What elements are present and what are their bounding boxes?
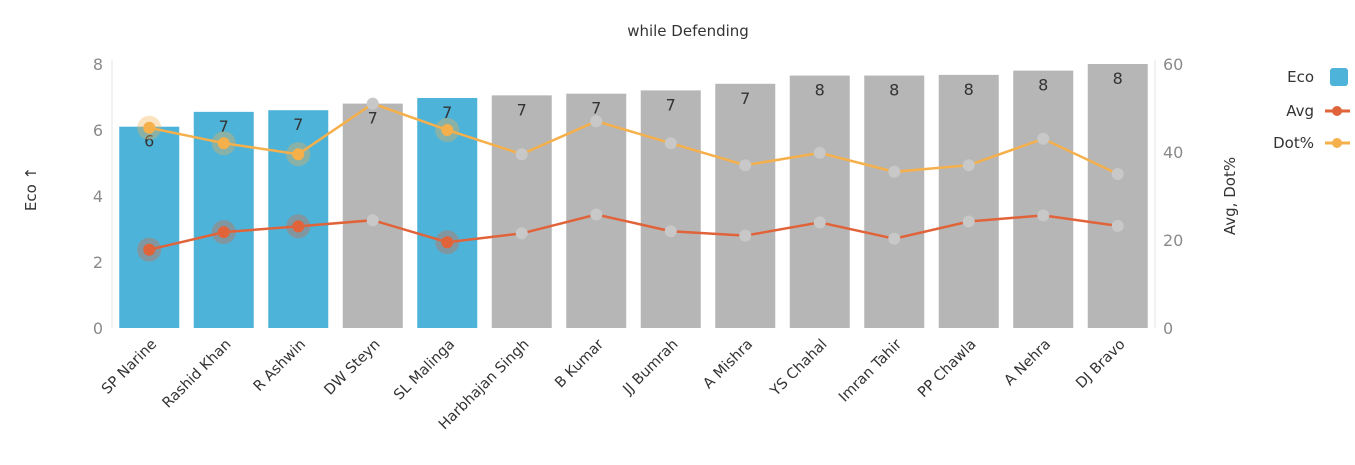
eco-data-label: 7 [293,115,303,134]
eco-bar[interactable] [119,126,180,328]
eco-bar[interactable] [938,74,999,328]
eco-bar[interactable] [640,90,701,329]
dot-point[interactable] [217,137,230,150]
dot-point[interactable] [590,115,603,128]
y-tick-label-right: 60 [1163,55,1183,74]
y-tick-label-left: 2 [93,253,103,272]
avg-point[interactable] [292,220,305,233]
eco-data-label: 8 [1038,76,1048,95]
avg-point[interactable] [217,226,230,239]
avg-point[interactable] [590,208,603,221]
eco-bar[interactable] [1013,70,1074,328]
x-category-label: A Nehra [1002,337,1055,390]
eco-data-label: 7 [219,117,229,136]
eco-data-label: 7 [740,89,750,108]
eco-bar[interactable] [715,83,776,328]
eco-bar[interactable] [491,95,552,328]
eco-data-label: 7 [517,100,527,119]
legend-swatch-avg-dot [1332,106,1342,116]
dot-point[interactable] [366,97,379,110]
eco-data-label: 7 [368,109,378,128]
dot-point[interactable] [292,148,305,161]
eco-data-label: 7 [591,99,601,118]
eco-data-label: 7 [442,103,452,122]
eco-data-label: 8 [815,81,825,100]
y-tick-label-left: 8 [93,55,103,74]
legend-label: Eco [1287,68,1314,86]
x-category-label: SP Narine [99,336,160,397]
eco-bar[interactable] [864,75,925,328]
dot-point[interactable] [888,165,901,178]
avg-point[interactable] [962,215,975,228]
dot-point[interactable] [441,124,454,136]
dot-point[interactable] [515,148,528,161]
y-tick-label-left: 6 [93,121,103,140]
x-category-label: Rashid Khan [160,337,235,412]
x-category-label: R Ashwin [251,337,309,395]
dot-point[interactable] [143,121,156,134]
legend-swatch-eco [1330,68,1348,86]
dot-point[interactable] [739,159,752,172]
eco-bar[interactable] [789,75,850,328]
x-category-label: YS Chahal [767,337,831,401]
avg-point[interactable] [813,216,826,229]
y-axis-title-right: Avg, Dot% [1221,157,1239,235]
eco-data-label: 8 [1113,69,1123,88]
y-axis-title-left: Eco ↑ [22,167,40,211]
x-category-label: DJ Bravo [1073,336,1128,391]
avg-point[interactable] [664,225,677,238]
x-category-label: Imran Tahir [836,336,905,405]
x-category-label: SL Malinga [391,337,458,404]
chart-title: while Defending [627,22,749,40]
dot-point[interactable] [813,146,826,159]
x-category-label: B Kumar [552,336,607,391]
avg-point[interactable] [441,236,454,249]
eco-data-label: 8 [889,81,899,100]
avg-line [149,213,1118,251]
dot-point[interactable] [1037,132,1050,145]
eco-bar[interactable] [268,110,329,328]
y-tick-label-right: 20 [1163,231,1183,250]
avg-point[interactable] [515,227,528,240]
dot-point[interactable] [1111,168,1124,180]
y-tick-label-left: 0 [93,319,103,338]
dot-point[interactable] [664,137,677,150]
x-category-label: A Mishra [700,337,756,393]
legend-label: Avg [1286,102,1314,120]
avg-point[interactable] [143,243,156,256]
y-tick-label-right: 40 [1163,143,1183,162]
eco-data-label: 7 [666,95,676,114]
avg-point[interactable] [1037,209,1050,222]
dot-point[interactable] [962,159,975,172]
y-tick-label-right: 0 [1163,319,1173,338]
avg-point[interactable] [1111,219,1124,232]
avg-point[interactable] [366,214,379,227]
eco-bar[interactable] [1087,64,1148,328]
dot-line [149,102,1119,176]
x-category-label: DW Steyn [322,337,384,399]
avg-point[interactable] [739,229,752,242]
x-category-label: PP Chawla [915,337,979,401]
legend-label: Dot% [1273,134,1314,152]
eco-data-label: 8 [964,80,974,99]
eco-data-label: 6 [144,132,154,151]
legend-swatch-dot-dot [1332,138,1342,148]
avg-point[interactable] [888,232,901,245]
y-tick-label-left: 4 [93,187,103,206]
x-category-label: JJ Bumrah [620,337,682,399]
